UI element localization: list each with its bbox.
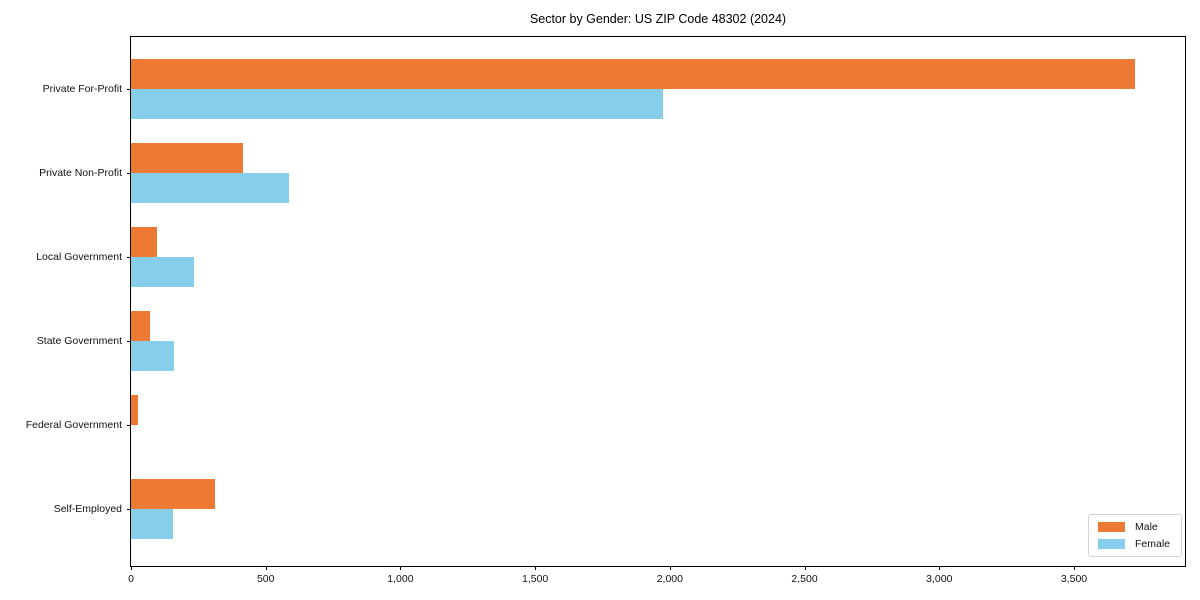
x-axis-tick-label: 500	[256, 573, 275, 585]
x-axis-tick-mark	[804, 566, 806, 570]
bar-male	[131, 143, 243, 173]
bar-female	[131, 257, 195, 287]
y-axis-category-label: Federal Government	[25, 419, 122, 431]
bar-male	[131, 59, 1135, 89]
x-axis-tick-label: 1,500	[522, 573, 549, 585]
legend-label: Female	[1134, 538, 1170, 550]
y-axis-category-label: Self-Employed	[53, 503, 122, 515]
bar-male	[131, 395, 138, 425]
x-axis-tick-label: 2,000	[656, 573, 683, 585]
y-axis-tick-mark	[127, 173, 131, 174]
y-axis-tick-mark	[127, 89, 131, 90]
y-axis-category-label: Private For-Profit	[42, 83, 122, 95]
y-axis-tick-mark	[127, 257, 131, 258]
bar-male	[131, 311, 150, 341]
bar-male	[131, 227, 157, 257]
bar-female	[131, 341, 175, 371]
plot-area: Male Female Private For-Profit Private Non…	[26, 36, 1186, 585]
y-axis-category-label: Private Non-Profit	[39, 167, 122, 179]
x-axis-tick-mark	[939, 566, 941, 570]
legend-entry-male: Male	[1097, 521, 1170, 533]
x-axis-tick-label: 3,500	[1060, 573, 1088, 585]
y-axis-tick-mark	[127, 425, 131, 426]
y-axis-category-label: Local Government	[36, 251, 122, 263]
y-axis-category-label: State Government	[36, 335, 122, 347]
x-axis-tick-mark	[1073, 566, 1075, 570]
legend-swatch-male	[1097, 522, 1125, 532]
x-axis-tick-label: 0	[128, 573, 134, 585]
x-axis-tick-mark	[535, 566, 537, 570]
legend-label: Male	[1134, 521, 1158, 533]
x-axis-tick-label: 1,000	[387, 573, 414, 585]
bar-male	[131, 479, 215, 509]
y-axis-tick-mark	[127, 509, 131, 510]
bar-female	[131, 509, 173, 539]
x-axis-tick-label: 2,500	[791, 573, 818, 585]
x-axis-tick-mark	[265, 566, 267, 570]
chart-title: Sector by Gender: US ZIP Code 48302 (202…	[529, 12, 787, 26]
x-axis-tick-mark	[669, 566, 671, 570]
y-axis-tick-mark	[127, 341, 131, 342]
legend: Male Female	[1087, 514, 1182, 557]
legend-entry-female: Female	[1097, 538, 1170, 550]
x-axis-tick-mark	[131, 566, 132, 570]
legend-swatch-female	[1097, 539, 1125, 549]
bar-female	[131, 89, 664, 119]
x-axis-tick-mark	[400, 566, 402, 570]
x-axis-tick-label: 3,000	[926, 573, 953, 585]
bar-female	[131, 173, 289, 203]
